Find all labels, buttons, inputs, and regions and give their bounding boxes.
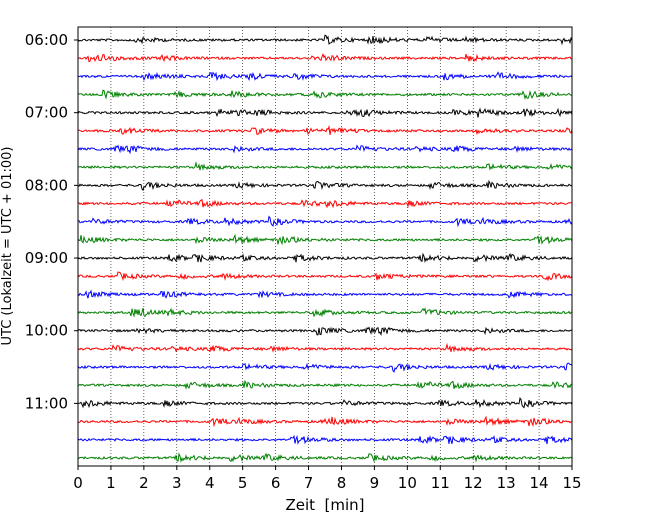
vertical-grid-lines: [110, 27, 540, 466]
trace-line: [77, 415, 573, 428]
x-tick-label: 2: [139, 474, 149, 492]
y-tick-label: 07:00: [25, 104, 68, 122]
x-tick-label: 4: [205, 474, 215, 492]
trace-line: [77, 434, 573, 445]
plot-frame: [77, 26, 573, 467]
x-tick-label: 7: [304, 474, 314, 492]
y-tick-label: 06:00: [25, 31, 68, 49]
y-tick-label: 09:00: [25, 249, 68, 267]
trace-line: [77, 342, 573, 353]
trace-line: [77, 161, 573, 171]
trace-line: [77, 252, 573, 264]
seismic-traces: [77, 34, 573, 463]
trace-line: [77, 307, 573, 318]
x-tick-label: 14: [530, 474, 549, 492]
x-tick-label: 11: [431, 474, 450, 492]
x-axis-ticks: 0 1 2 3 4 5 6 7 8 9 10 11 12 13 14 15: [73, 466, 582, 492]
trace-line: [77, 379, 573, 390]
x-tick-label: 15: [562, 474, 581, 492]
trace-line: [77, 52, 573, 63]
y-axis-label: UTC (Lokalzeit = UTC + 01:00): [0, 147, 15, 346]
y-tick-label: 11:00: [25, 394, 68, 412]
x-tick-label: 6: [271, 474, 281, 492]
y-tick-label: 10:00: [25, 322, 68, 340]
trace-line: [77, 452, 573, 463]
x-tick-label: 1: [106, 474, 116, 492]
trace-line: [77, 107, 573, 118]
trace-line: [77, 326, 573, 337]
trace-line: [77, 179, 573, 192]
trace-line: [77, 199, 573, 209]
x-tick-label: 9: [370, 474, 380, 492]
trace-line: [77, 289, 573, 299]
x-tick-label: 12: [464, 474, 483, 492]
x-tick-label: 8: [337, 474, 347, 492]
trace-line: [77, 89, 573, 101]
x-axis-label: Zeit [min]: [285, 496, 364, 514]
trace-line: [77, 215, 573, 228]
trace-line: [77, 34, 573, 46]
x-tick-label: 0: [73, 474, 83, 492]
trace-line: [77, 271, 573, 282]
x-tick-label: 5: [238, 474, 248, 492]
x-tick-label: 10: [398, 474, 417, 492]
plot-area-background: [78, 27, 572, 466]
trace-line: [77, 362, 573, 373]
y-tick-label: 08:00: [25, 176, 68, 194]
x-tick-label: 3: [172, 474, 182, 492]
trace-line: [77, 124, 573, 136]
trace-line: [77, 233, 573, 246]
trace-line: [77, 71, 573, 82]
trace-line: [77, 144, 573, 155]
trace-line: [77, 397, 573, 409]
y-axis-ticks: 06:00 07:00 08:00 09:00 10:00 11:00: [25, 31, 78, 412]
x-tick-label: 13: [497, 474, 516, 492]
